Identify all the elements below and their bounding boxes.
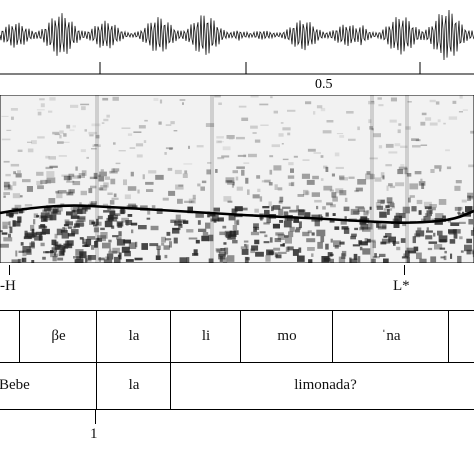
- syllable-cell: li: [170, 311, 241, 362]
- word-cell: la: [96, 362, 171, 409]
- tone-tier: -H L*: [0, 265, 474, 309]
- break-tier: 1: [0, 410, 474, 474]
- word-tier: Bebe la limonada?: [0, 362, 474, 410]
- spectrogram-texture: [0, 95, 474, 263]
- time-axis-tick-label: 0.5: [315, 77, 333, 92]
- break-index-line: [95, 410, 96, 424]
- tone-label-h: -H: [0, 278, 16, 294]
- spectrogram-panel: [0, 95, 474, 263]
- syllable-cell: [448, 311, 474, 362]
- syllable-tier: βe la li mo ˈna: [0, 310, 474, 363]
- tone-marker-line: [404, 265, 405, 275]
- tone-boundary-line: [9, 265, 10, 275]
- pitch-contour: [0, 204, 474, 224]
- tone-label-lstar: L*: [393, 278, 410, 294]
- syllable-cell: mo: [240, 311, 333, 362]
- word-cell: Bebe: [0, 377, 30, 393]
- syllable-cell: la: [96, 311, 171, 362]
- syllable-cell: [0, 311, 19, 362]
- word-cell: limonada?: [170, 362, 474, 409]
- waveform-trace: [0, 9, 474, 61]
- syllable-cell: ˈna: [332, 311, 449, 362]
- break-index-label: 1: [90, 426, 98, 442]
- syllable-cell: βe: [19, 311, 97, 362]
- waveform-panel: 0.5: [0, 9, 474, 92]
